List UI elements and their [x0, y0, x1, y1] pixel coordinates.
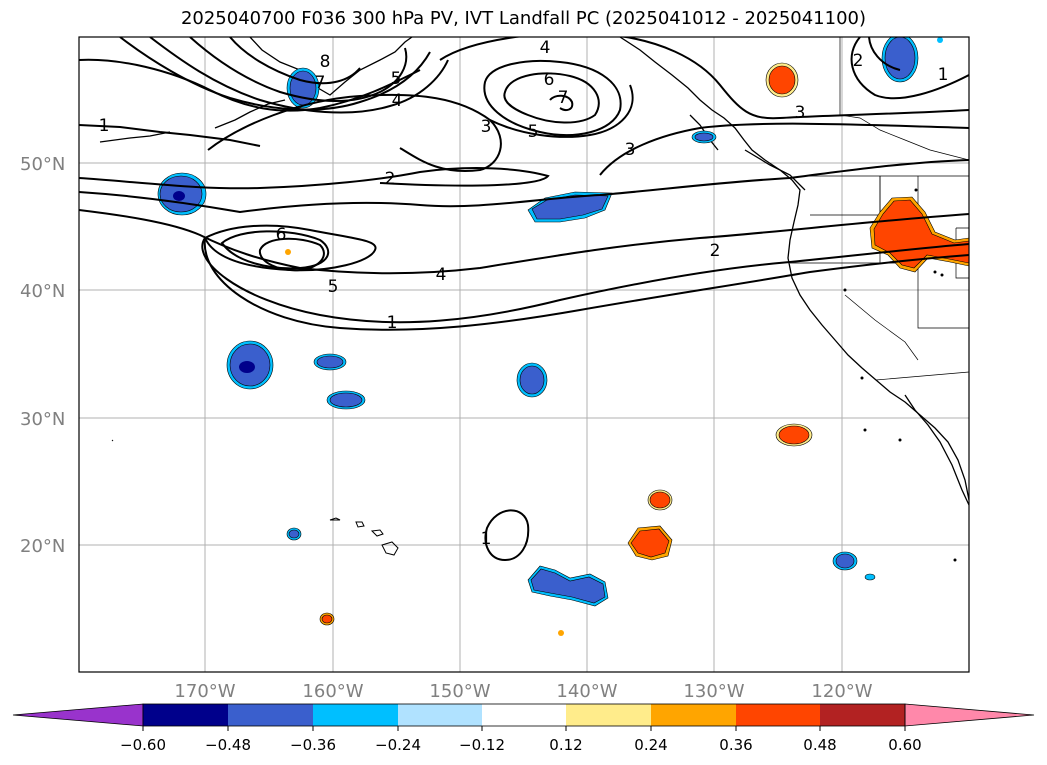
contour-label: 1	[99, 116, 110, 136]
contour-label: 4	[392, 91, 403, 111]
coastlines	[99, 37, 969, 506]
hawaiian-islands	[111, 439, 399, 556]
colorbar-segment	[736, 704, 820, 726]
colorbar-segment	[651, 704, 736, 726]
lon-label: 170°W	[174, 681, 235, 702]
contour-label: 5	[391, 69, 402, 89]
colorbar-tick: −0.60	[120, 736, 166, 754]
colorbar-tick: 0.48	[803, 736, 836, 754]
colorbar-segment	[228, 704, 313, 726]
contour-label: 2	[853, 51, 864, 71]
lat-label: 40°N	[20, 281, 65, 302]
colorbar-segment	[398, 704, 482, 726]
lon-label: 160°W	[302, 681, 363, 702]
contour-labels: 1 1 1 1 2 2 2 3 3 3 4 4 4 5 5 5 6 6 7 7 …	[99, 38, 949, 549]
colorbar: −0.60 −0.48 −0.36 −0.24 −0.12 0.12 0.24 …	[12, 703, 1035, 754]
contour-label: 4	[436, 265, 447, 285]
contour-label: 5	[528, 122, 539, 142]
pv-contours	[79, 37, 969, 562]
colorbar-tick: −0.48	[205, 736, 251, 754]
contour-label: 1	[481, 529, 492, 549]
map-title: 2025040700 F036 300 hPa PV, IVT Landfall…	[180, 8, 867, 29]
contour-label: 3	[481, 117, 492, 137]
contour-label: 1	[387, 313, 398, 333]
lon-label: 140°W	[556, 681, 617, 702]
lon-label: 150°W	[429, 681, 490, 702]
lon-label: 120°W	[811, 681, 872, 702]
contour-label: 3	[625, 140, 636, 160]
contour-label: 7	[315, 73, 326, 93]
contour-label: 2	[385, 169, 396, 189]
lon-labels: 170°W 160°W 150°W 140°W 130°W 120°W	[174, 681, 872, 702]
lat-label: 20°N	[20, 536, 65, 557]
lat-labels: 50°N 40°N 30°N 20°N	[20, 154, 65, 557]
lon-label: 130°W	[683, 681, 744, 702]
contour-label: 5	[328, 277, 339, 297]
contour-label: 2	[710, 241, 721, 261]
colorbar-segment	[143, 704, 228, 726]
colorbar-tick: 0.36	[719, 736, 752, 754]
contour-label: 3	[795, 103, 806, 123]
colorbar-segment	[820, 704, 905, 726]
colorbar-tick: −0.12	[459, 736, 505, 754]
colorbar-segment	[313, 704, 398, 726]
colorbar-extend-high	[904, 703, 1035, 727]
contour-label: 7	[558, 88, 569, 108]
negative-anomalies	[157, 37, 943, 607]
island-dots	[843, 188, 957, 562]
colorbar-tick: 0.12	[549, 736, 582, 754]
positive-anomalies	[285, 62, 969, 636]
colorbar-tick: 0.24	[634, 736, 667, 754]
map-plot-area: 1 1 1 1 2 2 2 3 3 3 4 4 4 5 5 5 6 6 7 7 …	[79, 37, 969, 672]
contour-label: 4	[540, 38, 551, 58]
contour-label: 6	[276, 225, 287, 245]
colorbar-tick: 0.60	[888, 736, 921, 754]
contour-label: 8	[320, 52, 331, 72]
colorbar-tick: −0.36	[290, 736, 336, 754]
colorbar-segment	[482, 704, 566, 726]
borders	[790, 37, 969, 381]
colorbar-tick: −0.24	[375, 736, 421, 754]
contour-label: 1	[938, 65, 949, 85]
contour-label: 6	[544, 70, 555, 90]
map-frame	[78, 36, 970, 673]
lat-label: 30°N	[20, 409, 65, 430]
colorbar-extend-low	[12, 703, 144, 727]
lat-label: 50°N	[20, 154, 65, 175]
colorbar-segment	[566, 704, 651, 726]
gridlines	[79, 37, 969, 672]
